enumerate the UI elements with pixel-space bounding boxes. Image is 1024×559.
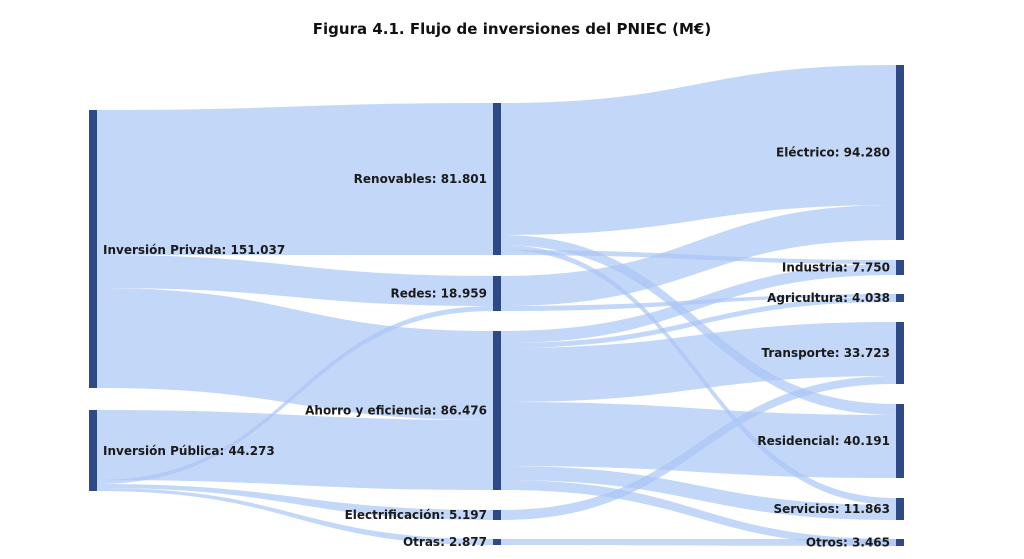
flow-privada-to-redes <box>97 255 493 306</box>
node-ind <box>896 260 904 275</box>
label-resid: Residencial: 40.191 <box>757 434 890 448</box>
flow-redes-to-elec <box>501 205 896 306</box>
node-resid <box>896 404 904 478</box>
flow-otras-to-otros <box>501 539 896 546</box>
flow-renov-to-elec <box>501 65 896 235</box>
flow-electr-to-trans <box>501 376 896 520</box>
node-privada <box>89 110 97 388</box>
flow-ahorro-to-trans <box>501 322 896 402</box>
flow-privada-to-renov <box>97 103 493 255</box>
label-trans: Transporte: 33.723 <box>762 346 890 360</box>
node-renov <box>493 103 501 255</box>
node-agri <box>896 294 904 302</box>
node-ahorro <box>493 331 501 490</box>
flow-publica-to-ahorro <box>97 410 493 490</box>
node-serv <box>896 498 904 520</box>
flow-publica-to-redes <box>97 306 493 484</box>
label-agri: Agricultura: 4.038 <box>767 291 890 305</box>
node-otras <box>493 539 501 545</box>
flow-ahorro-to-otros <box>501 480 896 546</box>
node-publica <box>89 410 97 491</box>
label-otras: Otras: 2.877 <box>403 535 487 549</box>
flow-nodes <box>89 65 904 546</box>
label-serv: Servicios: 11.863 <box>773 502 890 516</box>
flow-publica-to-electr <box>97 484 493 520</box>
node-redes <box>493 276 501 311</box>
label-ind: Industria: 7.750 <box>782 261 890 275</box>
flow-publica-to-otras <box>97 488 493 545</box>
figure-title: Figura 4.1. Flujo de inversiones del PNI… <box>312 20 712 38</box>
node-labels: Inversión Privada: 151.037 Inversión Públ… <box>103 146 890 550</box>
label-publica: Inversión Pública: 44.273 <box>103 444 275 458</box>
flow-bands <box>97 65 896 546</box>
label-otros: Otros: 3.465 <box>806 536 890 550</box>
flow-ahorro-to-ind <box>501 264 896 343</box>
label-electr: Electrificación: 5.197 <box>345 508 487 522</box>
node-elec <box>896 65 904 240</box>
flow-ahorro-to-agri <box>501 297 896 348</box>
flow-ahorro-to-serv <box>501 466 896 520</box>
label-privada: Inversión Privada: 151.037 <box>103 243 285 257</box>
label-elec: Eléctrico: 94.280 <box>776 146 890 160</box>
flow-ahorro-to-resid <box>501 402 896 478</box>
flow-privada-to-ahorro <box>97 288 493 420</box>
node-trans <box>896 322 904 384</box>
label-ahorro: Ahorro y eficiencia: 86.476 <box>305 404 487 418</box>
label-renov: Renovables: 81.801 <box>354 172 487 186</box>
node-electr <box>493 510 501 520</box>
label-redes: Redes: 18.959 <box>390 287 487 301</box>
node-otros <box>896 539 904 546</box>
